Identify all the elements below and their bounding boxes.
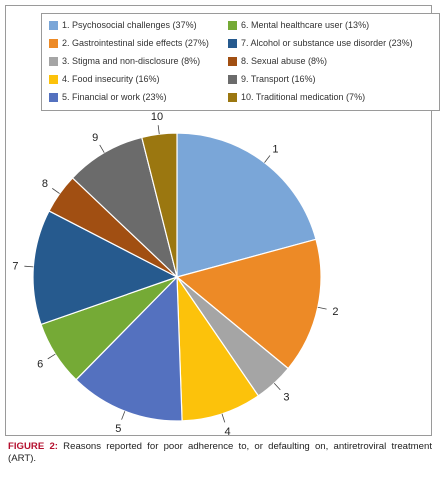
legend-item-7: 7. Alcohol or substance use disorder (23…: [228, 35, 413, 51]
pie-chart: 1 2 3 4 5 6 7 8 9 10: [12, 111, 338, 436]
slice-number-label-3: 3: [283, 391, 289, 403]
slice-number-label-5: 5: [115, 423, 121, 435]
pie-slice-4: [176, 274, 260, 422]
figure-caption: FIGURE 2: Reasons reported for poor adhe…: [8, 441, 432, 465]
legend-label-9: 9. Transport (16%): [241, 74, 316, 84]
leader-line-7: [24, 265, 34, 268]
legend-item-6: 6. Mental healthcare user (13%): [228, 17, 369, 33]
slice-number-label-6: 6: [37, 359, 43, 371]
legend-item-10: 10. Traditional medication (7%): [228, 89, 365, 105]
legend-swatch-2: [49, 38, 58, 48]
legend-label-8: 8. Sexual abuse (8%): [241, 56, 328, 66]
legend-item-9: 9. Transport (16%): [228, 71, 316, 87]
chart-legend: 1. Psychosocial challenges (37%) 2. Gastr…: [41, 13, 440, 111]
legend-label-2: 2. Gastrointestinal side effects (27%): [62, 38, 209, 48]
leader-line-5: [121, 411, 126, 420]
legend-item-3: 3. Stigma and non-disclosure (8%): [49, 53, 200, 69]
legend-label-7: 7. Alcohol or substance use disorder (23…: [241, 38, 413, 48]
slice-number-label-10: 10: [151, 111, 163, 123]
pie-slice-9: [71, 136, 179, 279]
legend-label-6: 6. Mental healthcare user (13%): [241, 20, 370, 30]
caption-text: Reasons reported for poor adherence to, …: [8, 441, 432, 464]
legend-swatch-4: [49, 74, 58, 84]
legend-label-1: 1. Psychosocial challenges (37%): [62, 20, 197, 30]
leader-line-9: [99, 144, 105, 153]
legend-item-4: 4. Food insecurity (16%): [49, 71, 160, 87]
legend-swatch-6: [228, 20, 237, 30]
legend-label-10: 10. Traditional medication (7%): [241, 92, 366, 102]
legend-item-1: 1. Psychosocial challenges (37%): [49, 17, 197, 33]
slice-number-label-2: 2: [332, 306, 338, 318]
slice-number-label-7: 7: [12, 261, 18, 273]
legend-item-5: 5. Financial or work (23%): [49, 89, 167, 105]
slice-number-label-9: 9: [92, 132, 98, 144]
legend-label-3: 3. Stigma and non-disclosure (8%): [62, 56, 201, 66]
leader-line-3: [273, 382, 281, 391]
leader-line-10: [157, 125, 160, 135]
slice-number-label-8: 8: [42, 178, 48, 190]
legend-swatch-1: [49, 20, 58, 30]
legend-swatch-5: [49, 92, 58, 102]
caption-label: FIGURE 2:: [8, 441, 58, 452]
slice-number-label-4: 4: [225, 426, 231, 436]
legend-swatch-3: [49, 56, 58, 66]
pie-slice-1: [176, 132, 317, 278]
legend-swatch-8: [228, 56, 237, 66]
leader-line-2: [317, 306, 327, 310]
leader-line-1: [264, 155, 271, 163]
legend-swatch-10: [228, 92, 237, 102]
leader-line-4: [221, 413, 226, 423]
legend-label-4: 4. Food insecurity (16%): [62, 74, 160, 84]
leader-line-8: [52, 188, 60, 194]
legend-swatch-9: [228, 74, 237, 84]
legend-item-2: 2. Gastrointestinal side effects (27%): [49, 35, 209, 51]
slice-number-label-1: 1: [272, 143, 278, 155]
legend-item-8: 8. Sexual abuse (8%): [228, 53, 327, 69]
legend-label-5: 5. Financial or work (23%): [62, 92, 167, 102]
leader-line-6: [47, 353, 56, 360]
legend-swatch-7: [228, 38, 237, 48]
